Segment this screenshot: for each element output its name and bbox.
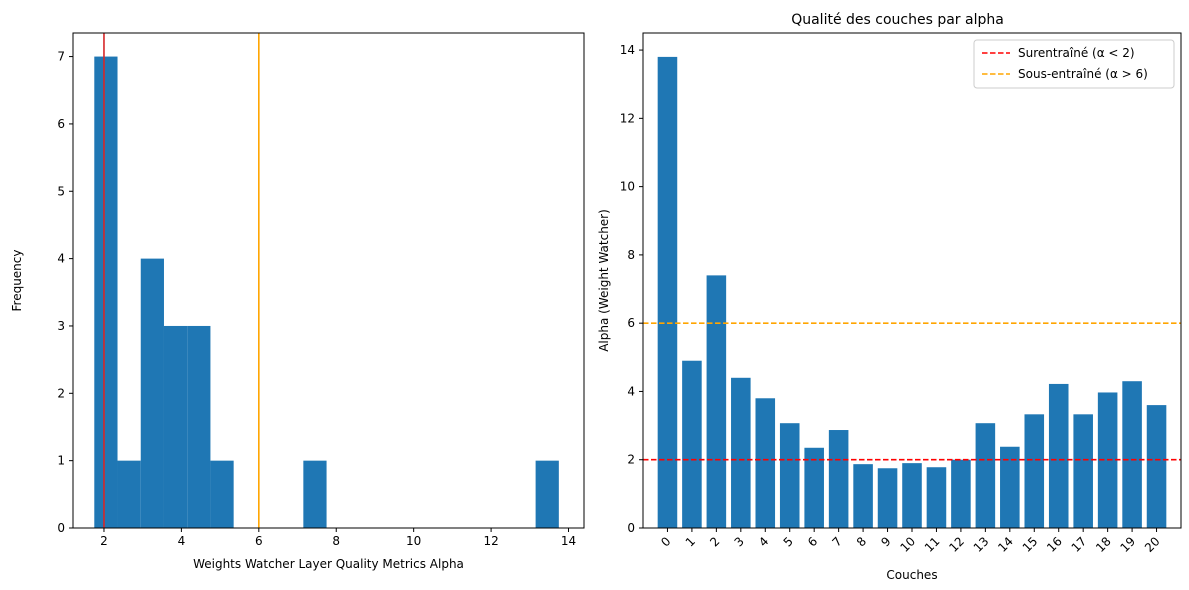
bar-chart-x-tick-label: 18 [1093, 534, 1114, 555]
bar-chart-x-tick-label: 20 [1142, 534, 1163, 555]
histogram-x-tick-label: 8 [332, 534, 340, 548]
bar-chart-x-tick-label: 5 [781, 534, 796, 549]
histogram-x-tick-label: 10 [406, 534, 421, 548]
layer-bar-12 [951, 459, 971, 528]
histogram-y-tick-label: 1 [57, 454, 65, 468]
histogram-y-ticks: 0 1 2 3 4 5 6 7 [57, 50, 73, 535]
histogram-y-tick-label: 6 [57, 117, 65, 131]
histogram-x-tick-label: 12 [483, 534, 498, 548]
bar-chart-y-label: Alpha (Weight Watcher) [597, 209, 611, 352]
histogram-x-tick-label: 4 [178, 534, 186, 548]
layer-bar-3 [731, 377, 751, 528]
histogram-y-tick-label: 7 [57, 50, 65, 64]
bar-chart-y-tick-label: 6 [627, 316, 635, 330]
bar-chart-y-tick-label: 12 [620, 111, 635, 125]
bar-chart-x-tick-label: 8 [854, 534, 869, 549]
bar-chart-x-tick-label: 2 [707, 534, 722, 549]
bar-chart-y-tick-label: 8 [627, 248, 635, 262]
histogram-y-tick-label: 5 [57, 184, 65, 198]
histogram-y-tick-label: 3 [57, 319, 65, 333]
histogram-bar-5 [210, 460, 234, 528]
bar-chart-x-tick-label: 13 [971, 534, 992, 555]
bar-chart-x-tick-label: 16 [1044, 534, 1065, 555]
layer-bar-7 [828, 430, 849, 528]
layer-bar-13 [975, 423, 996, 528]
bar-chart-x-tick-label: 14 [995, 534, 1016, 555]
layer-bar-17 [1073, 414, 1093, 528]
bar-chart-x-tick-label: 6 [805, 534, 820, 549]
bar-chart-axes-frame [642, 32, 1182, 529]
bar-chart-title: Qualité des couches par alpha [791, 12, 1004, 28]
legend-label-overtrained: Surentraîné (α < 2) [1018, 46, 1135, 60]
layer-bar-2 [706, 275, 727, 528]
histogram-bar-7 [535, 460, 559, 528]
bar-chart-x-tick-label: 1 [683, 534, 698, 549]
histogram-axes-frame [72, 32, 585, 529]
layer-bar-19 [1122, 381, 1142, 528]
bar-chart-y-tick-label: 4 [627, 384, 635, 398]
layer-bar-20 [1146, 405, 1167, 528]
layer-bar-9 [877, 468, 898, 528]
legend: Surentraîné (α < 2) Sous-entraîné (α > 6… [973, 39, 1175, 89]
bar-chart-x-label: Couches [886, 568, 937, 582]
legend-box [973, 39, 1175, 89]
histogram-y-tick-label: 0 [57, 521, 65, 535]
layer-bar-6 [804, 447, 824, 528]
histogram-bar-6 [303, 460, 327, 528]
histogram-bar-3 [163, 325, 188, 528]
bar-chart-y-tick-label: 14 [620, 43, 635, 57]
bar-chart-x-tick-label: 4 [756, 534, 771, 549]
bar-chart-y-tick-label: 2 [627, 453, 635, 467]
histogram-x-tick-label: 6 [255, 534, 263, 548]
bar-chart-x-tick-label: 9 [878, 534, 893, 549]
bar-chart-x-tick-label: 19 [1118, 534, 1139, 555]
layer-bar-15 [1024, 414, 1045, 528]
bar-chart-x-tick-label: 3 [732, 534, 747, 549]
layer-bar-10 [902, 463, 922, 528]
layer-alpha-bars [657, 56, 1167, 529]
layer-bar-14 [1000, 446, 1020, 528]
histogram-bar-0 [94, 56, 118, 528]
legend-label-undertrained: Sous-entraîné (α > 6) [1018, 67, 1148, 81]
histogram-bar-1 [117, 460, 141, 528]
bar-chart-x-tick-label: 11 [922, 534, 943, 555]
bar-chart-x-tick-label: 17 [1069, 534, 1090, 555]
histogram-bar-2 [140, 258, 164, 528]
histogram-y-tick-label: 4 [57, 252, 65, 266]
histogram-bars [94, 56, 559, 528]
layer-bar-8 [853, 464, 873, 528]
histogram-reference-lines [103, 33, 260, 528]
bar-chart-y-tick-label: 10 [620, 180, 635, 194]
layer-bar-11 [926, 467, 947, 528]
bar-chart-y-ticks: 0 2 4 6 8 10 12 14 [620, 43, 643, 535]
histogram-x-tick-label: 14 [561, 534, 576, 548]
histogram-bar-4 [187, 325, 211, 528]
bar-chart-x-tick-label: 12 [946, 534, 967, 555]
threshold-lines [643, 322, 1181, 461]
histogram-x-tick-label: 2 [100, 534, 108, 548]
bar-chart-x-tick-label: 15 [1020, 534, 1041, 555]
layer-bar-4 [755, 398, 776, 528]
histogram-y-label: Frequency [10, 250, 24, 312]
layer-bar-1 [682, 360, 702, 528]
layer-bar-5 [779, 423, 800, 528]
bar-chart-x-tick-label: 0 [658, 534, 673, 549]
bar-chart-x-tick-label: 7 [829, 534, 844, 549]
histogram-x-label: Weights Watcher Layer Quality Metrics Al… [193, 557, 464, 571]
histogram-y-tick-label: 2 [57, 386, 65, 400]
layer-bar-0 [657, 56, 678, 529]
bar-chart-x-ticks: 0 1 2 3 4 5 6 7 8 9 10 11 12 13 14 15 16 17 18 19 20 [658, 528, 1163, 555]
bar-chart-x-tick-label: 10 [897, 534, 918, 555]
bar-chart-y-tick-label: 0 [627, 521, 635, 535]
layer-bar-16 [1048, 383, 1069, 528]
histogram-x-ticks: 2 4 6 8 10 12 14 [100, 528, 576, 548]
